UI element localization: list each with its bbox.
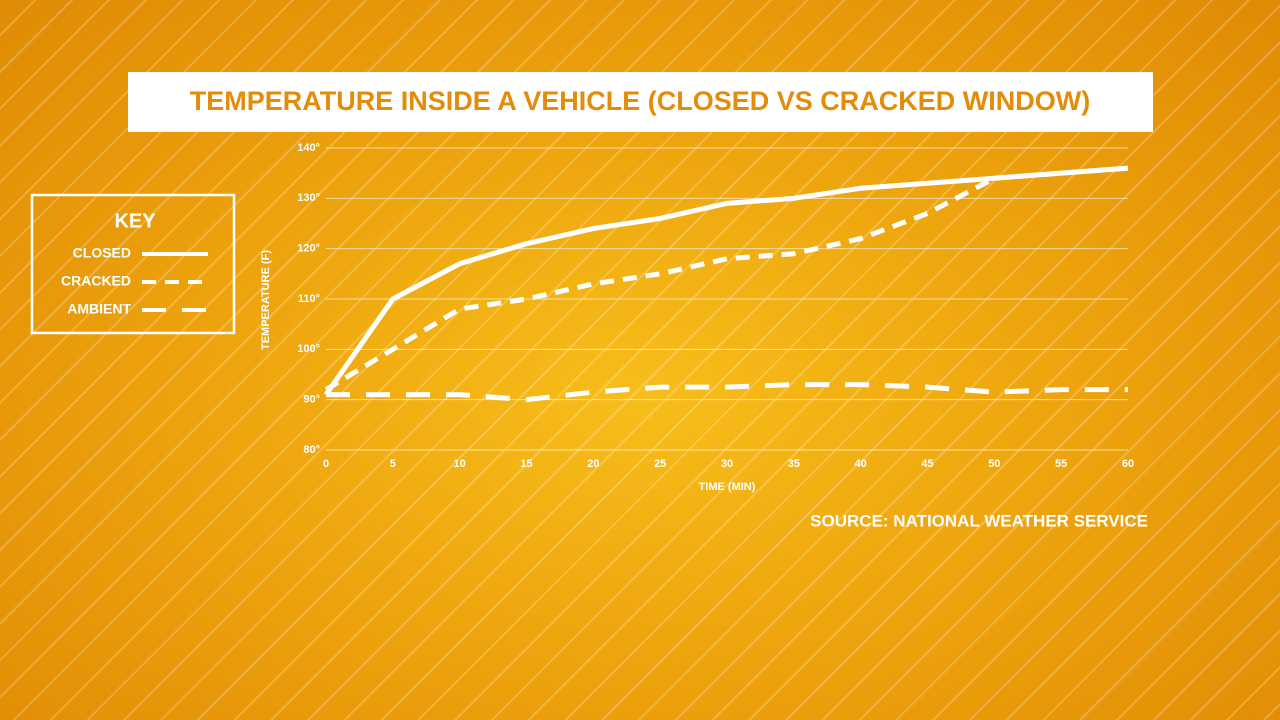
x-tick-label: 0 <box>323 458 329 470</box>
y-tick-label: 110° <box>298 293 320 305</box>
y-axis-title: TEMPERATURE (F) <box>260 250 272 350</box>
title-box <box>128 72 1153 132</box>
y-tick-label: 80° <box>303 444 320 456</box>
legend-label: CRACKED <box>61 273 131 289</box>
x-tick-label: 15 <box>520 458 532 470</box>
x-tick-label: 45 <box>921 458 933 470</box>
legend-label: CLOSED <box>73 245 131 261</box>
series-line <box>323 165 1129 397</box>
series-line <box>326 382 1128 403</box>
y-tick-label: 100° <box>297 343 320 355</box>
x-tick-label: 10 <box>454 458 466 470</box>
x-tick-label: 35 <box>788 458 800 470</box>
x-tick-label: 30 <box>721 458 733 470</box>
chart-title: TEMPERATURE INSIDE A VEHICLE (CLOSED VS … <box>190 86 1091 116</box>
y-tick-label: 130° <box>297 192 320 204</box>
x-tick-label: 60 <box>1122 458 1134 470</box>
x-tick-label: 20 <box>587 458 599 470</box>
x-tick-label: 40 <box>855 458 867 470</box>
legend-label: AMBIENT <box>67 301 131 317</box>
y-tick-label: 120° <box>297 243 320 255</box>
x-tick-label: 25 <box>654 458 666 470</box>
source: SOURCE: NATIONAL WEATHER SERVICE <box>810 511 1148 530</box>
legend-box <box>30 193 236 335</box>
y-tick-label: 140° <box>297 142 320 154</box>
x-tick-label: 5 <box>390 458 396 470</box>
x-tick-label: 50 <box>988 458 1000 470</box>
x-axis-title: TIME (MIN) <box>699 481 756 493</box>
legend-title: KEY <box>114 210 156 232</box>
x-tick-label: 55 <box>1055 458 1067 470</box>
y-tick-label: 90° <box>303 394 320 406</box>
